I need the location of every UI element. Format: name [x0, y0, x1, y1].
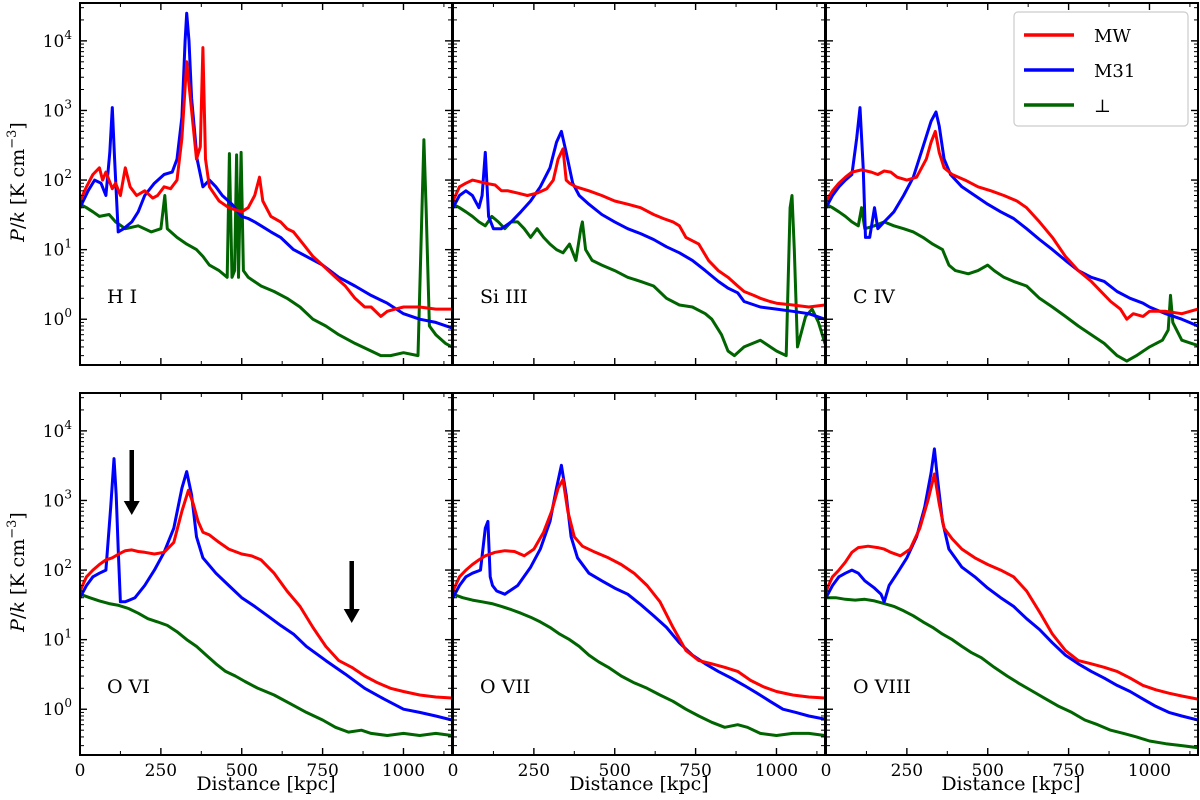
- panel-o-vi: 0 250 500 750 1000 100 101 102 103 104 O VI: [43, 392, 453, 781]
- series-line-perp: [80, 138, 452, 358]
- plot-frame: [452, 2, 826, 366]
- panel-c-iv: C IV: [825, 2, 1199, 366]
- panel-h-i: 100 101 102 103 104 H I: [43, 2, 453, 366]
- series-line-m31: [826, 106, 1198, 328]
- legend-item-perp: ⊥: [1024, 96, 1111, 117]
- panel-label: H I: [107, 286, 137, 308]
- panel-label: O VIII: [853, 676, 911, 698]
- panel-o-viii: 0 250 500 750 1000 O VIII: [821, 392, 1199, 781]
- legend-item-m31: M31: [1024, 61, 1135, 82]
- plot-frame: [79, 392, 453, 756]
- x-tick-label: 0: [448, 761, 459, 781]
- panel-label: O VII: [480, 676, 530, 698]
- legend-item-mw: MW: [1024, 26, 1131, 47]
- series-line-mw: [80, 488, 452, 700]
- series-line-m31: [826, 447, 1198, 722]
- y-tick-label: 102: [43, 557, 72, 581]
- ylabel-k: k: [7, 601, 29, 613]
- series-line-perp: [453, 592, 825, 737]
- x-tick-label: 250: [518, 761, 550, 781]
- x-tick-label: 750: [1052, 761, 1084, 781]
- x-axis-label: Distance [kpc]: [941, 773, 1080, 795]
- x-tick-label: 500: [972, 761, 1004, 781]
- panel-label: C IV: [853, 286, 895, 308]
- x-axis-label: Distance [kpc]: [569, 773, 708, 795]
- x-tick-label: 0: [821, 761, 832, 781]
- y-tick-label: 101: [43, 237, 72, 261]
- series-line-mw: [80, 46, 452, 318]
- y-tick-label: 104: [43, 418, 73, 442]
- series-line-perp: [826, 202, 1198, 363]
- ylabel-close: ]: [7, 512, 29, 519]
- x-tick-label: 1000: [1128, 761, 1171, 781]
- legend-label: M31: [1094, 61, 1135, 82]
- x-axis-labels: Distance [kpc] Distance [kpc] Distance […: [196, 773, 1080, 795]
- y-tick-label: 102: [43, 167, 72, 191]
- y-axis-label-bottom: P/k [K cm−3]: [5, 512, 29, 633]
- y-tick-label: 103: [43, 97, 72, 121]
- ylabel-units: [K cm: [7, 149, 29, 205]
- series-line-perp: [453, 194, 825, 358]
- panel-o-vii: 0 250 500 750 1000 O VII: [448, 392, 826, 781]
- x-axis-label: Distance [kpc]: [196, 773, 335, 795]
- x-tick-label: 1000: [382, 761, 425, 781]
- series-line-mw: [826, 472, 1198, 701]
- x-tick-label: 250: [145, 761, 177, 781]
- panels: 100 101 102 103 104 H I Si III C IV 0 250 500 750 10…: [43, 2, 1199, 781]
- series-line-m31: [80, 11, 452, 330]
- legend: MW M31 ⊥: [1013, 11, 1189, 127]
- series-line-perp: [826, 596, 1198, 750]
- plot-frame: [825, 2, 1199, 366]
- series-line-mw: [453, 478, 825, 700]
- arrow-marker: [123, 450, 140, 515]
- x-tick-label: 750: [679, 761, 711, 781]
- ylabel-slash: /: [7, 222, 29, 229]
- legend-label: MW: [1094, 26, 1131, 47]
- y-tick-label: 104: [43, 28, 73, 52]
- x-tick-label: 0: [75, 761, 86, 781]
- series-line-m31: [453, 463, 825, 721]
- x-tick-label: 500: [226, 761, 258, 781]
- series-line-m31: [453, 129, 825, 321]
- series-line-perp: [80, 592, 452, 737]
- y-tick-label: 101: [43, 627, 72, 651]
- legend-label: ⊥: [1094, 96, 1111, 117]
- ylabel-close: ]: [7, 122, 29, 129]
- x-tick-label: 250: [891, 761, 923, 781]
- x-tick-label: 500: [599, 761, 631, 781]
- y-tick-label: 103: [43, 487, 72, 511]
- series-line-mw: [826, 129, 1198, 321]
- panel-label: Si III: [480, 286, 528, 308]
- series-line-mw: [453, 147, 825, 309]
- x-tick-label: 750: [306, 761, 338, 781]
- y-tick-label: 100: [43, 306, 72, 330]
- ylabel-p: P: [7, 228, 29, 243]
- x-tick-label: 1000: [755, 761, 798, 781]
- y-axis-labels: P/k[K cm−3] P/k[K cm−3]: [5, 122, 29, 633]
- y-tick-label: 100: [43, 696, 72, 720]
- plot-frame: [825, 392, 1199, 756]
- ylabel-exp: −3: [5, 130, 20, 149]
- ylabel-exp: −3: [5, 520, 20, 539]
- ylabel-units: [K cm: [7, 539, 29, 595]
- arrow-marker: [343, 561, 360, 623]
- y-axis-label-top: P/k [K cm−3]: [5, 122, 29, 243]
- panel-label: O VI: [107, 676, 150, 698]
- legend-box: [1013, 11, 1189, 127]
- ylabel-p: P: [7, 618, 29, 633]
- ylabel-slash: /: [7, 612, 29, 619]
- panel-si-iii: Si III: [452, 2, 826, 366]
- ylabel-k: k: [7, 211, 29, 223]
